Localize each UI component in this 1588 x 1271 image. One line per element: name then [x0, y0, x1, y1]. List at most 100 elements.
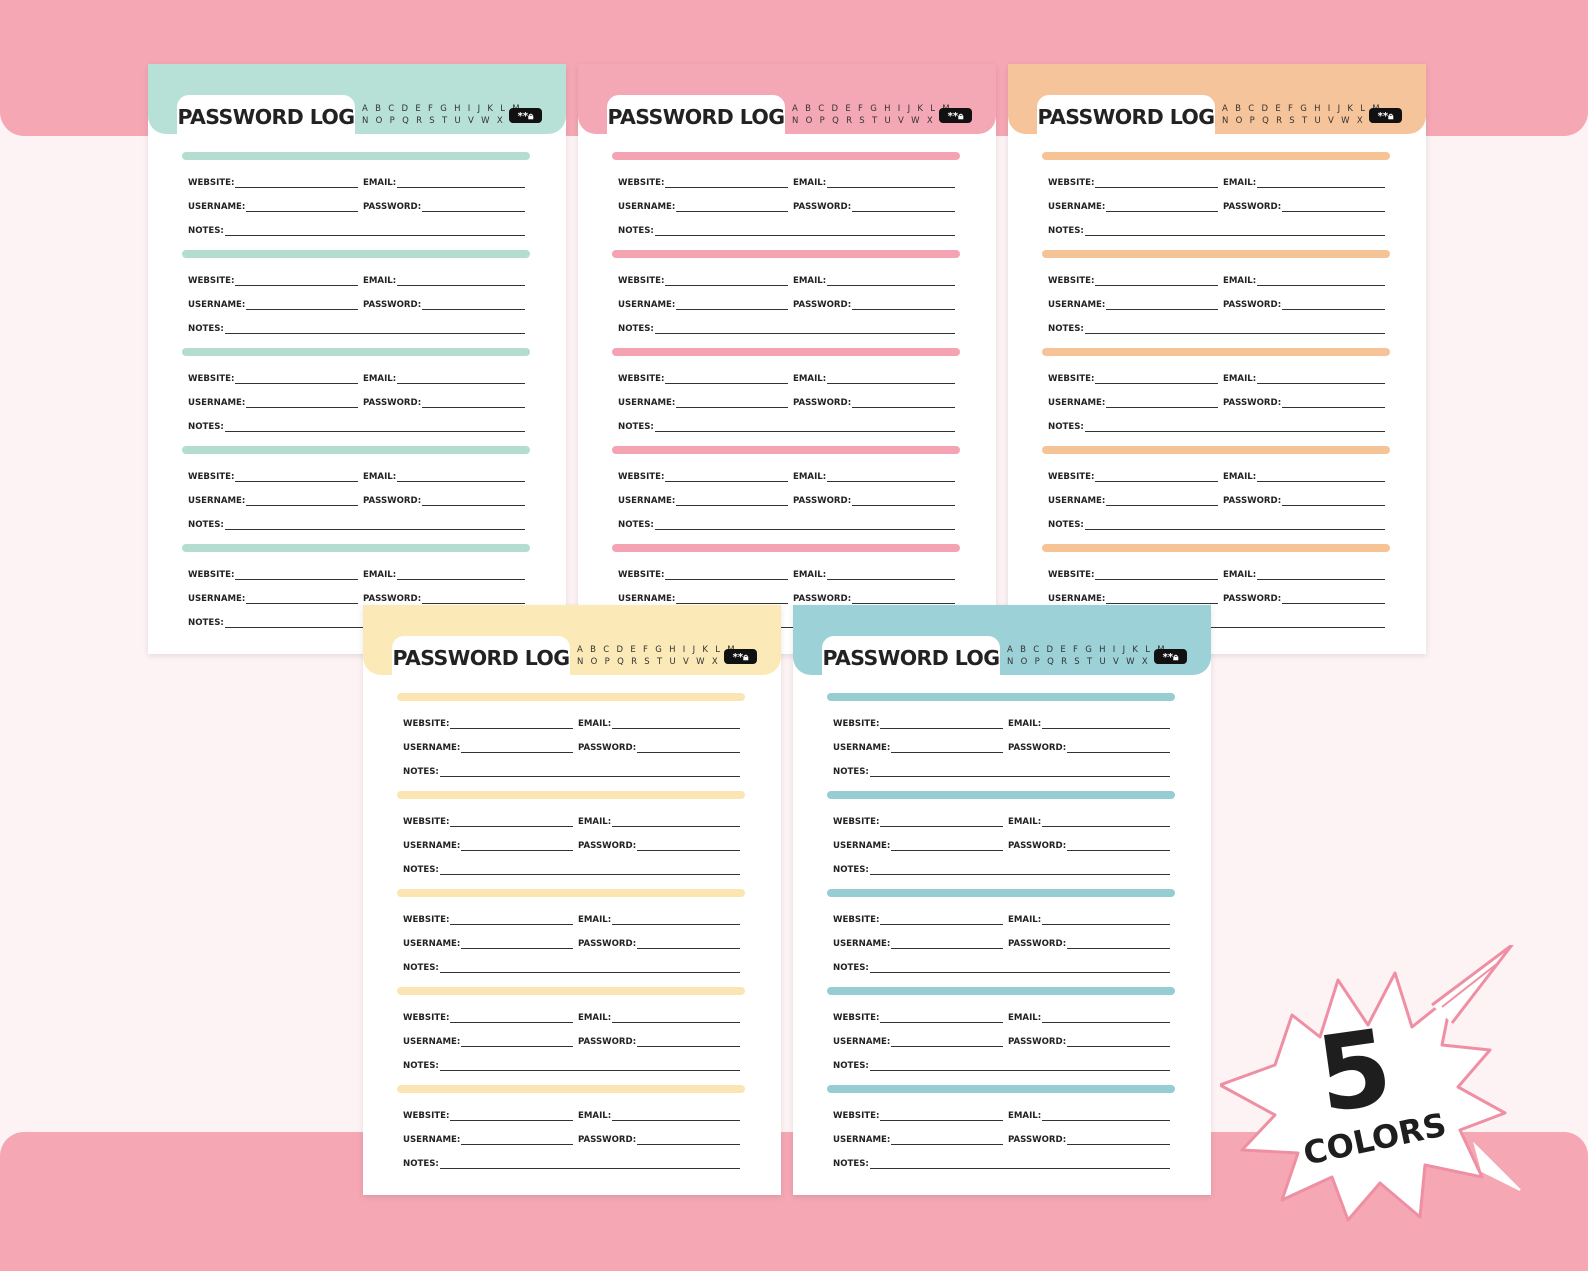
username-field[interactable] — [1106, 497, 1218, 506]
username-field[interactable] — [461, 842, 573, 851]
password-field[interactable] — [1282, 595, 1385, 604]
username-field[interactable] — [1106, 399, 1218, 408]
notes-field[interactable] — [439, 866, 740, 875]
website-field[interactable] — [1095, 179, 1218, 188]
notes-field[interactable] — [224, 325, 525, 334]
notes-field[interactable] — [224, 521, 525, 530]
email-field[interactable] — [1042, 1014, 1170, 1023]
username-field[interactable] — [246, 399, 358, 408]
password-field[interactable] — [422, 595, 525, 604]
website-field[interactable] — [880, 818, 1003, 827]
email-field[interactable] — [1257, 179, 1385, 188]
website-field[interactable] — [1095, 375, 1218, 384]
email-field[interactable] — [612, 916, 740, 925]
password-field[interactable] — [422, 497, 525, 506]
email-field[interactable] — [397, 375, 525, 384]
email-field[interactable] — [612, 720, 740, 729]
notes-field[interactable] — [654, 227, 955, 236]
password-field[interactable] — [1282, 301, 1385, 310]
username-field[interactable] — [246, 301, 358, 310]
email-field[interactable] — [612, 1112, 740, 1121]
username-field[interactable] — [461, 744, 573, 753]
website-field[interactable] — [235, 179, 358, 188]
website-field[interactable] — [880, 916, 1003, 925]
notes-field[interactable] — [654, 423, 955, 432]
username-field[interactable] — [1106, 301, 1218, 310]
website-field[interactable] — [450, 1112, 573, 1121]
password-field[interactable] — [637, 1038, 740, 1047]
username-field[interactable] — [246, 595, 358, 604]
email-field[interactable] — [1042, 720, 1170, 729]
username-field[interactable] — [676, 399, 788, 408]
password-field[interactable] — [852, 497, 955, 506]
username-field[interactable] — [891, 940, 1003, 949]
password-field[interactable] — [1282, 399, 1385, 408]
website-field[interactable] — [450, 720, 573, 729]
username-field[interactable] — [246, 203, 358, 212]
website-field[interactable] — [1095, 277, 1218, 286]
notes-field[interactable] — [869, 1160, 1170, 1169]
website-field[interactable] — [665, 571, 788, 580]
website-field[interactable] — [235, 571, 358, 580]
username-field[interactable] — [461, 1136, 573, 1145]
password-field[interactable] — [852, 595, 955, 604]
notes-field[interactable] — [439, 768, 740, 777]
email-field[interactable] — [397, 179, 525, 188]
notes-field[interactable] — [654, 325, 955, 334]
email-field[interactable] — [397, 277, 525, 286]
website-field[interactable] — [665, 473, 788, 482]
email-field[interactable] — [397, 473, 525, 482]
notes-field[interactable] — [869, 964, 1170, 973]
password-field[interactable] — [852, 203, 955, 212]
username-field[interactable] — [891, 744, 1003, 753]
username-field[interactable] — [676, 301, 788, 310]
notes-field[interactable] — [1084, 619, 1385, 628]
email-field[interactable] — [1042, 1112, 1170, 1121]
password-field[interactable] — [637, 1136, 740, 1145]
website-field[interactable] — [880, 1014, 1003, 1023]
notes-field[interactable] — [224, 423, 525, 432]
email-field[interactable] — [827, 277, 955, 286]
username-field[interactable] — [461, 1038, 573, 1047]
notes-field[interactable] — [1084, 325, 1385, 334]
notes-field[interactable] — [1084, 521, 1385, 530]
website-field[interactable] — [235, 375, 358, 384]
password-field[interactable] — [1067, 744, 1170, 753]
username-field[interactable] — [246, 497, 358, 506]
email-field[interactable] — [827, 179, 955, 188]
username-field[interactable] — [891, 842, 1003, 851]
email-field[interactable] — [612, 1014, 740, 1023]
notes-field[interactable] — [869, 768, 1170, 777]
email-field[interactable] — [612, 818, 740, 827]
password-field[interactable] — [422, 399, 525, 408]
website-field[interactable] — [880, 1112, 1003, 1121]
username-field[interactable] — [676, 595, 788, 604]
website-field[interactable] — [1095, 473, 1218, 482]
password-field[interactable] — [1282, 203, 1385, 212]
notes-field[interactable] — [1084, 423, 1385, 432]
username-field[interactable] — [891, 1136, 1003, 1145]
website-field[interactable] — [450, 818, 573, 827]
notes-field[interactable] — [1084, 227, 1385, 236]
email-field[interactable] — [1257, 277, 1385, 286]
password-field[interactable] — [1067, 940, 1170, 949]
website-field[interactable] — [235, 277, 358, 286]
email-field[interactable] — [827, 375, 955, 384]
notes-field[interactable] — [654, 521, 955, 530]
password-field[interactable] — [1067, 1038, 1170, 1047]
notes-field[interactable] — [869, 866, 1170, 875]
password-field[interactable] — [1282, 497, 1385, 506]
email-field[interactable] — [1257, 473, 1385, 482]
email-field[interactable] — [1042, 916, 1170, 925]
username-field[interactable] — [676, 203, 788, 212]
website-field[interactable] — [235, 473, 358, 482]
website-field[interactable] — [665, 375, 788, 384]
notes-field[interactable] — [439, 1160, 740, 1169]
email-field[interactable] — [1257, 375, 1385, 384]
email-field[interactable] — [827, 571, 955, 580]
email-field[interactable] — [1042, 818, 1170, 827]
website-field[interactable] — [665, 179, 788, 188]
password-field[interactable] — [852, 399, 955, 408]
username-field[interactable] — [891, 1038, 1003, 1047]
password-field[interactable] — [637, 842, 740, 851]
